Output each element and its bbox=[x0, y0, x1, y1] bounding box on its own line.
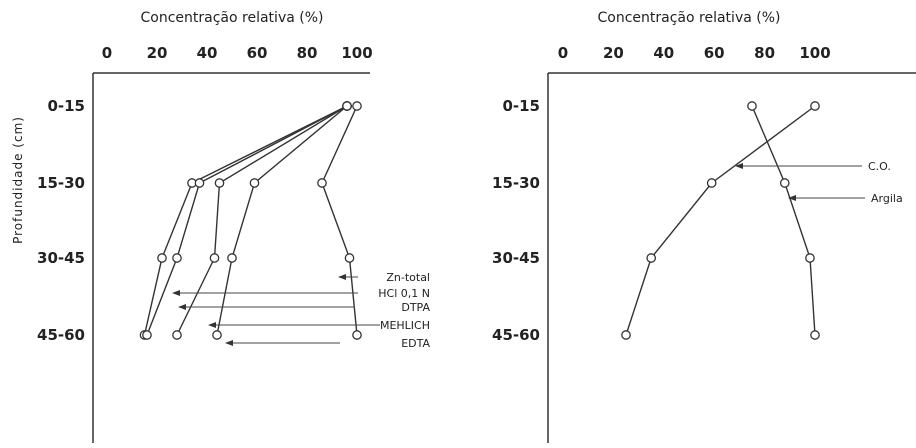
data-point bbox=[249, 178, 260, 188]
x-tick-label: 60 bbox=[247, 44, 268, 62]
x-axis-title: Concentração relativa (%) bbox=[141, 10, 324, 26]
data-point bbox=[352, 101, 362, 111]
data-point bbox=[805, 253, 815, 263]
y-tick-label: 0-15 bbox=[502, 97, 540, 115]
series-label: Argila bbox=[871, 192, 903, 205]
data-point bbox=[172, 330, 182, 340]
series-label: HCl 0,1 N bbox=[378, 287, 430, 300]
x-tick-label: 20 bbox=[603, 44, 624, 62]
data-point bbox=[706, 178, 717, 188]
data-point bbox=[810, 101, 820, 111]
data-point bbox=[227, 253, 237, 263]
series-label: EDTA bbox=[401, 337, 430, 350]
y-axis-title: Profundidade (cm) bbox=[11, 116, 25, 244]
series-line bbox=[751, 105, 816, 336]
data-point bbox=[157, 253, 167, 263]
x-tick-label: 80 bbox=[297, 44, 318, 62]
data-point bbox=[212, 330, 222, 340]
series-line bbox=[143, 105, 348, 336]
leader-arrowhead bbox=[178, 304, 186, 310]
leader-arrowhead bbox=[172, 290, 180, 296]
x-tick-label: 100 bbox=[341, 44, 372, 62]
series-line bbox=[176, 105, 348, 336]
y-tick-label: 15-30 bbox=[37, 174, 85, 192]
series-label: Zn-total bbox=[386, 271, 430, 284]
x-axis-title: Concentração relativa (%) bbox=[598, 10, 781, 26]
data-point bbox=[209, 253, 220, 263]
x-tick-label: 0 bbox=[558, 44, 568, 62]
leader-arrowhead bbox=[735, 163, 743, 169]
data-point bbox=[344, 253, 355, 263]
data-point bbox=[194, 178, 205, 188]
series-label: DTPA bbox=[401, 301, 430, 314]
leader-arrowhead bbox=[225, 340, 233, 346]
series-line bbox=[216, 105, 348, 336]
data-point bbox=[779, 178, 790, 188]
x-tick-label: 0 bbox=[102, 44, 112, 62]
data-point bbox=[352, 330, 362, 340]
series-label: MEHLICH bbox=[380, 319, 430, 332]
y-tick-label: 30-45 bbox=[37, 249, 85, 267]
data-point bbox=[621, 330, 631, 340]
series-line bbox=[146, 105, 348, 336]
x-tick-label: 40 bbox=[653, 44, 674, 62]
series-label: C.O. bbox=[868, 160, 891, 173]
y-tick-label: 0-15 bbox=[47, 97, 85, 115]
x-tick-label: 100 bbox=[799, 44, 830, 62]
x-tick-label: 40 bbox=[197, 44, 218, 62]
y-tick-label: 15-30 bbox=[492, 174, 540, 192]
data-point bbox=[646, 253, 657, 263]
x-tick-label: 80 bbox=[754, 44, 775, 62]
series-line bbox=[625, 105, 816, 336]
data-point bbox=[810, 330, 820, 340]
data-point bbox=[747, 101, 757, 111]
data-point bbox=[214, 178, 225, 188]
leader-arrowhead bbox=[788, 195, 796, 201]
series-line bbox=[321, 105, 358, 336]
data-point bbox=[172, 253, 182, 263]
y-tick-label: 45-60 bbox=[492, 326, 540, 344]
x-tick-label: 20 bbox=[147, 44, 168, 62]
data-point bbox=[317, 178, 327, 188]
data-point bbox=[142, 330, 152, 340]
leader-arrowhead bbox=[338, 274, 346, 280]
leader-arrowhead bbox=[208, 322, 216, 328]
data-point bbox=[342, 101, 352, 111]
y-tick-label: 30-45 bbox=[492, 249, 540, 267]
x-tick-label: 60 bbox=[704, 44, 725, 62]
y-tick-label: 45-60 bbox=[37, 326, 85, 344]
